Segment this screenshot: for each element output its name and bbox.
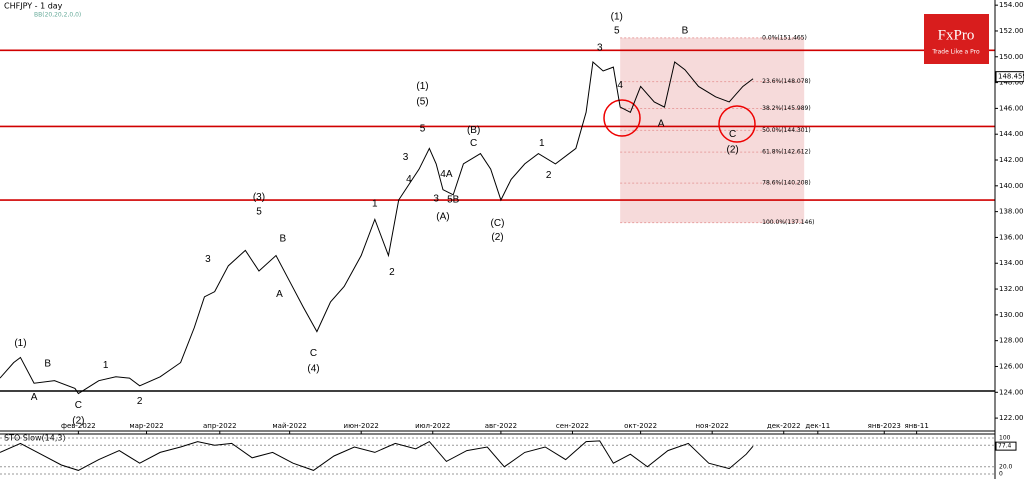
- wave-label: 5B: [447, 195, 460, 206]
- wave-label: B: [682, 26, 689, 37]
- y-tick-label: 148.000: [999, 79, 1024, 87]
- wave-label: 2: [137, 396, 143, 407]
- x-tick-label: авг-2022: [485, 422, 517, 430]
- y-tick-label: 150.000: [999, 53, 1024, 61]
- wave-label: 4: [406, 174, 412, 185]
- y-tick-label: 142.000: [999, 156, 1024, 164]
- y-tick-label: 132.000: [999, 285, 1024, 293]
- fib-label: 61.8%(142.612): [762, 149, 811, 156]
- price-tag-label: 148.459: [998, 73, 1024, 81]
- wave-label: 2: [546, 170, 552, 181]
- highlight-circle: [603, 99, 641, 137]
- x-tick-label: сен-2022: [556, 422, 589, 430]
- wave-label: B: [44, 359, 51, 370]
- sto-tick-label: 20.0: [999, 463, 1013, 470]
- x-tick-label: дек-2022: [767, 422, 801, 430]
- wave-label: (2): [72, 415, 84, 426]
- y-tick-label: 124.000: [999, 388, 1024, 396]
- x-tick-label: июн-2022: [344, 422, 379, 430]
- wave-label: (1): [611, 11, 623, 22]
- fib-label: 78.6%(140.208): [762, 180, 811, 187]
- fib-label: 100.0%(137.146): [762, 219, 814, 226]
- wave-label: C: [75, 400, 82, 411]
- y-tick-label: 128.000: [999, 337, 1024, 345]
- wave-label: 1: [372, 199, 378, 210]
- y-tick-label: 134.000: [999, 259, 1024, 267]
- x-tick-label: янв-11: [904, 422, 928, 430]
- fib-label: 0.0%(151.465): [762, 34, 807, 41]
- x-tick-label: окт-2022: [624, 422, 657, 430]
- wave-label: (3): [253, 192, 265, 203]
- wave-label: (1): [14, 338, 26, 349]
- sto-title: STO Slow(14,3): [4, 434, 66, 443]
- wave-label: (2): [491, 232, 503, 243]
- y-tick-label: 122.000: [999, 414, 1024, 422]
- wave-label: (5): [416, 97, 428, 108]
- y-tick-label: 138.000: [999, 208, 1024, 216]
- wave-label: B: [279, 233, 286, 244]
- wave-label: 5: [256, 206, 262, 217]
- wave-label: (B): [467, 125, 480, 136]
- x-tick-label: дек-11: [805, 422, 830, 430]
- wave-label: 5: [420, 124, 426, 135]
- wave-label: (A): [436, 211, 449, 222]
- wave-label: A: [658, 119, 665, 130]
- y-tick-label: 154.000: [999, 1, 1024, 9]
- y-tick-label: 126.000: [999, 362, 1024, 370]
- fib-label: 23.6%(148.078): [762, 78, 811, 85]
- sto-tick-label: 0: [999, 471, 1003, 478]
- highlight-circle: [718, 105, 756, 143]
- wave-label: 1: [103, 360, 109, 371]
- wave-label: 2: [389, 267, 395, 278]
- wave-label: 3: [433, 193, 439, 204]
- fib-label: 50.0%(144.301): [762, 127, 811, 134]
- price-tag: [995, 71, 1024, 83]
- indicator-label: BB(20,20,2,0,0): [34, 12, 81, 19]
- wave-label: (1): [416, 81, 428, 92]
- x-tick-label: ноя-2022: [695, 422, 728, 430]
- price-line: [0, 60, 754, 395]
- sto-tag: [995, 441, 1017, 451]
- wave-label: 1: [539, 138, 545, 149]
- wave-label: 5: [614, 26, 620, 37]
- wave-label: C: [729, 129, 736, 140]
- sto-tag-label: 77.4: [998, 443, 1012, 450]
- x-tick-label: фев-2022: [61, 422, 96, 430]
- wave-label: A: [31, 392, 38, 403]
- y-tick-label: 130.000: [999, 311, 1024, 319]
- logo-box: [924, 14, 989, 64]
- wave-label: 3: [403, 152, 409, 163]
- wave-label: C: [470, 138, 477, 149]
- x-tick-label: мар-2022: [129, 422, 163, 430]
- logo: FxPro: [938, 27, 975, 43]
- wave-label: 3: [205, 254, 211, 265]
- price-line: [0, 440, 754, 471]
- x-tick-label: апр-2022: [203, 422, 237, 430]
- y-tick-label: 144.000: [999, 130, 1024, 138]
- y-tick-label: 152.000: [999, 27, 1024, 35]
- logo-tagline: Trade Like a Pro: [931, 49, 980, 56]
- x-tick-label: май-2022: [272, 422, 306, 430]
- wave-label: 3: [597, 42, 603, 53]
- wave-label: A: [276, 289, 283, 300]
- y-tick-label: 140.000: [999, 182, 1024, 190]
- y-tick-label: 136.000: [999, 233, 1024, 241]
- x-tick-label: июл-2022: [415, 422, 450, 430]
- wave-label: (2): [727, 144, 739, 155]
- wave-label: 4: [617, 80, 623, 91]
- fib-label: 38.2%(145.989): [762, 105, 811, 112]
- wave-label: (4): [307, 364, 319, 375]
- y-tick-label: 146.000: [999, 104, 1024, 112]
- wave-label: (C): [491, 218, 505, 229]
- chart-title: CHFJPY - 1 day: [4, 2, 63, 11]
- wave-label: 4A: [440, 169, 453, 180]
- sto-tick-label: 100: [999, 435, 1011, 442]
- x-tick-label: янв-2023: [868, 422, 901, 430]
- wave-label: C: [310, 348, 317, 359]
